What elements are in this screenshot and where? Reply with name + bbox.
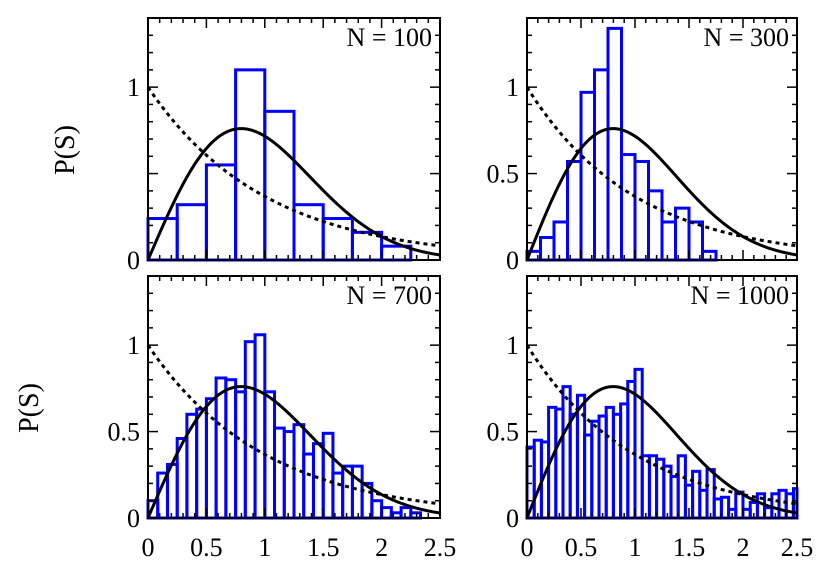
- histogram-bar: [593, 68, 610, 262]
- y-tick-label: 0: [506, 504, 519, 533]
- histogram-bar: [204, 163, 238, 262]
- histogram-bar: [566, 159, 583, 262]
- histogram-bar: [292, 203, 325, 262]
- histogram-bar: [175, 203, 208, 262]
- histogram-bar: [234, 68, 267, 262]
- poisson-curve: [525, 344, 798, 506]
- x-tick-label: 1: [629, 533, 642, 562]
- x-tick-label: 1.5: [673, 533, 706, 562]
- x-tick-label: 0.5: [190, 533, 223, 562]
- histogram-bar: [214, 376, 228, 520]
- histogram-bar: [633, 159, 650, 262]
- histogram-bar: [539, 236, 556, 262]
- y-tick-label: 0: [506, 246, 519, 275]
- histogram-bar: [263, 109, 296, 262]
- wigner-curve: [146, 127, 441, 261]
- y-tick-label: 0.5: [487, 418, 520, 447]
- y-tick-label: 0.5: [487, 160, 520, 189]
- x-tick-label: 0.5: [565, 533, 598, 562]
- panel-n700: 0 0.5 1 0 0.5 1 1.5 2 2.5 N = 700: [108, 275, 457, 562]
- histogram-bar: [579, 90, 596, 262]
- y-axis-label-bottom: P(S): [14, 383, 45, 433]
- histogram-bar: [647, 189, 664, 262]
- panel-n300: 0 0.5 1 N = 300: [487, 17, 798, 275]
- histogram-bar: [302, 452, 315, 520]
- y-tick-label: 0: [127, 246, 140, 275]
- histogram-bar: [620, 153, 637, 262]
- panel-n100: 0 1 N = 100: [127, 17, 441, 275]
- x-tick-label: 2.5: [781, 533, 814, 562]
- poisson-curve: [146, 344, 441, 506]
- panel-n1000: 0 0.5 1 0 0.5 1 1.5 2 2.5 N = 1000: [487, 275, 814, 562]
- wigner-curve: [146, 385, 441, 519]
- histogram-bar: [687, 220, 704, 262]
- wigner-curve: [525, 385, 798, 519]
- histogram-bar: [272, 426, 286, 520]
- y-tick-label: 1: [506, 331, 519, 360]
- histogram-bar: [331, 471, 345, 520]
- x-tick-label: 2: [737, 533, 750, 562]
- x-tick-label: 2: [375, 533, 388, 562]
- histogram-bar: [606, 26, 623, 262]
- panel-title: N = 1000: [691, 281, 789, 310]
- panel-title: N = 100: [347, 23, 432, 52]
- x-tick-label: 0: [521, 533, 534, 562]
- wigner-curve: [525, 127, 798, 261]
- x-tick-label: 1.5: [307, 533, 340, 562]
- histogram-bar: [660, 220, 677, 262]
- y-tick-label: 1: [127, 73, 140, 102]
- poisson-curve: [525, 86, 798, 248]
- histogram-bar: [243, 340, 257, 520]
- y-tick-label: 1: [506, 73, 519, 102]
- x-tick-label: 2.5: [424, 533, 457, 562]
- y-tick-label: 0: [127, 504, 140, 533]
- x-tick-label: 0: [142, 533, 155, 562]
- histogram-bar: [701, 249, 718, 262]
- y-axis-label-top: P(S): [50, 125, 81, 175]
- poisson-curve: [146, 86, 441, 248]
- panel-title: N = 700: [347, 281, 432, 310]
- x-tick-label: 1: [258, 533, 271, 562]
- y-tick-label: 1: [127, 331, 140, 360]
- panel-title: N = 300: [704, 23, 789, 52]
- y-tick-label: 0.5: [108, 418, 141, 447]
- histogram-bar: [552, 220, 569, 262]
